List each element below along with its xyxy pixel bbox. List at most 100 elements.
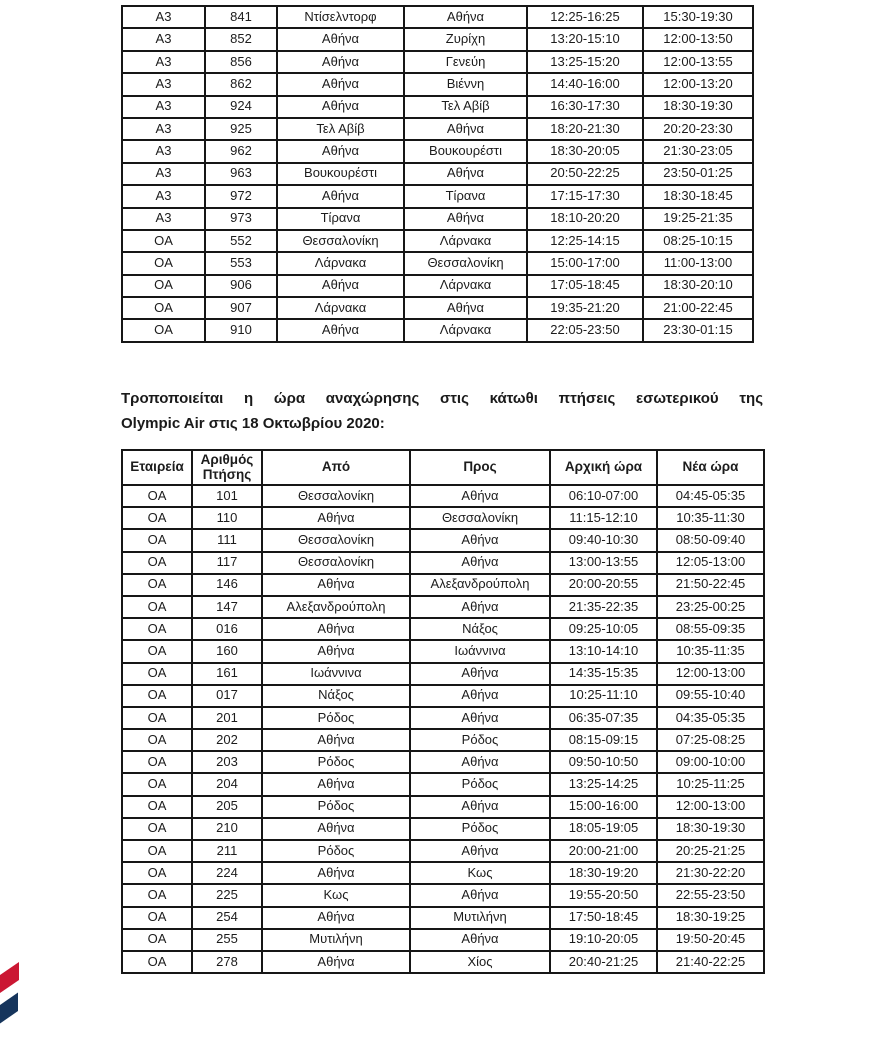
table-cell: 08:15-09:15 — [549, 728, 658, 753]
table-cell: Αθήνα — [276, 184, 405, 209]
navy-stripe — [0, 992, 18, 1024]
table-cell: 18:30-19:20 — [549, 861, 658, 886]
table-row: OA 906 Αθήνα Λάρνακα 17:05-18:45 18:30-20:10 — [121, 273, 754, 299]
table-cell: Ζυρίχη — [403, 27, 528, 52]
table-cell: 925 — [204, 116, 278, 142]
table-cell: 13:20-15:10 — [526, 27, 644, 52]
table-cell: 18:30-18:45 — [642, 184, 754, 209]
table-cell: 211 — [191, 838, 263, 864]
table-cell: 962 — [204, 139, 278, 164]
table-cell: Αθήνα — [276, 318, 405, 343]
table-row: OA 204 Αθήνα Ρόδος 13:25-14:25 10:25-11:25 — [121, 772, 765, 797]
table-cell: Γενεύη — [403, 49, 528, 75]
table-cell: Αθήνα — [261, 861, 411, 886]
table-cell: Αθήνα — [261, 639, 411, 664]
table-cell: Βιέννη — [403, 72, 528, 97]
table-row: OA 254 Αθήνα Μυτιλήνη 17:50-18:45 18:30-19:25 — [121, 905, 765, 930]
table-cell: 18:10-20:20 — [526, 206, 644, 231]
table-cell: 224 — [191, 861, 263, 886]
table-cell: 18:30-19:30 — [656, 816, 765, 842]
table-row: OA 110 Αθήνα Θεσσαλονίκη 11:15-12:10 10:35-11… — [121, 506, 765, 531]
table-row: OA 016 Αθήνα Νάξος 09:25-10:05 08:55-09:35 — [121, 617, 765, 642]
table-cell: 910 — [204, 318, 278, 343]
table-cell: 21:00-22:45 — [642, 296, 754, 321]
table-cell: 12:00-13:55 — [642, 49, 754, 75]
table-row: OA 210 Αθήνα Ρόδος 18:05-19:05 18:30-19:30 — [121, 816, 765, 842]
table-cell: OA — [121, 506, 193, 531]
table-cell: 22:05-23:50 — [526, 318, 644, 343]
table-cell: 10:35-11:35 — [656, 639, 765, 664]
table-cell: 12:25-14:15 — [526, 228, 644, 254]
table-cell: Αθήνα — [261, 728, 411, 753]
table-cell: OA — [121, 728, 193, 753]
table-cell: OA — [121, 949, 193, 975]
table-row: OA 205 Ρόδος Αθήνα 15:00-16:00 12:00-13:00 — [121, 794, 765, 819]
table-cell: Μυτιλήνη — [409, 905, 551, 930]
domestic-flights-table-head: Εταιρεία Αριθμός Πτήσης Από Προς Αρχική ώρα Ν… — [121, 449, 765, 486]
table-cell: 18:30-19:30 — [642, 94, 754, 119]
table-cell: Αθήνα — [409, 550, 551, 575]
table-cell: 21:30-22:20 — [656, 861, 765, 886]
table-cell: OA — [121, 483, 193, 509]
table-cell: 017 — [191, 683, 263, 708]
table-cell: OA — [121, 772, 193, 797]
table-row: A3 862 Αθήνα Βιέννη 14:40-16:00 12:00-13:20 — [121, 72, 754, 97]
table-cell: Αθήνα — [409, 594, 551, 620]
table-cell: OA — [121, 794, 193, 819]
table-row: A3 963 Βουκουρέστι Αθήνα 20:50-22:25 23:50-01… — [121, 161, 754, 187]
table-cell: 13:25-15:20 — [526, 49, 644, 75]
table-cell: OA — [121, 572, 193, 597]
table-cell: 21:35-22:35 — [549, 594, 658, 620]
table-cell: 16:30-17:30 — [526, 94, 644, 119]
table-cell: A3 — [121, 72, 206, 97]
header-cell: Νέα ώρα — [656, 449, 765, 486]
table-row: OA 553 Λάρνακα Θεσσαλονίκη 15:00-17:00 11:00-… — [121, 251, 754, 276]
table-cell: A3 — [121, 49, 206, 75]
table-cell: 12:00-13:50 — [642, 27, 754, 52]
table-cell: OA — [121, 816, 193, 842]
table-cell: 111 — [191, 528, 263, 553]
domestic-flights-table-body: OA 101 Θεσσαλονίκη Αθήνα 06:10-07:00 04:45-05… — [121, 483, 765, 975]
table-cell: 19:35-21:20 — [526, 296, 644, 321]
table-cell: Λάρνακα — [276, 251, 405, 276]
table-cell: Αθήνα — [409, 794, 551, 819]
table-cell: 06:35-07:35 — [549, 705, 658, 731]
table-cell: 17:50-18:45 — [549, 905, 658, 930]
table-cell: Αθήνα — [276, 49, 405, 75]
table-cell: 20:50-22:25 — [526, 161, 644, 187]
table-row: OA 160 Αθήνα Ιωάννινα 13:10-14:10 10:35-11:35 — [121, 639, 765, 664]
table-cell: 18:30-20:05 — [526, 139, 644, 164]
table-cell: Θεσσαλονίκη — [261, 528, 411, 553]
table-cell: 08:55-09:35 — [656, 617, 765, 642]
table-cell: Λάρνακα — [403, 228, 528, 254]
table-cell: 21:30-23:05 — [642, 139, 754, 164]
table-cell: 15:30-19:30 — [642, 4, 754, 30]
table-cell: Αθήνα — [403, 161, 528, 187]
table-cell: 852 — [204, 27, 278, 52]
table-cell: Κως — [409, 861, 551, 886]
table-cell: 15:00-16:00 — [549, 794, 658, 819]
table-cell: Ρόδος — [261, 794, 411, 819]
table-cell: 117 — [191, 550, 263, 575]
table-cell: Τίρανα — [276, 206, 405, 231]
table-cell: Ρόδος — [261, 705, 411, 731]
table-cell: 21:40-22:25 — [656, 949, 765, 975]
table-cell: Αθήνα — [409, 838, 551, 864]
table-cell: Αθήνα — [409, 683, 551, 708]
table-row: OA 910 Αθήνα Λάρνακα 22:05-23:50 23:30-01:15 — [121, 318, 754, 343]
red-stripe — [0, 962, 19, 993]
table-cell: 08:25-10:15 — [642, 228, 754, 254]
table-cell: Αθήνα — [403, 206, 528, 231]
table-cell: 203 — [191, 750, 263, 775]
table-cell: Ιωάννινα — [409, 639, 551, 664]
table-row: OA 278 Αθήνα Χίος 20:40-21:25 21:40-22:25 — [121, 949, 765, 975]
table-row: OA 907 Λάρνακα Αθήνα 19:35-21:20 21:00-22:45 — [121, 296, 754, 321]
paragraph-schedule-change: Τροποποιείται η ώρα αναχώρησης στις κάτω… — [121, 386, 763, 436]
table-cell: Αθήνα — [409, 528, 551, 553]
table-cell: 906 — [204, 273, 278, 299]
table-cell: A3 — [121, 116, 206, 142]
table-cell: Αθήνα — [261, 816, 411, 842]
table-cell: 21:50-22:45 — [656, 572, 765, 597]
table-cell: Θεσσαλονίκη — [409, 506, 551, 531]
table-cell: OA — [121, 861, 193, 886]
